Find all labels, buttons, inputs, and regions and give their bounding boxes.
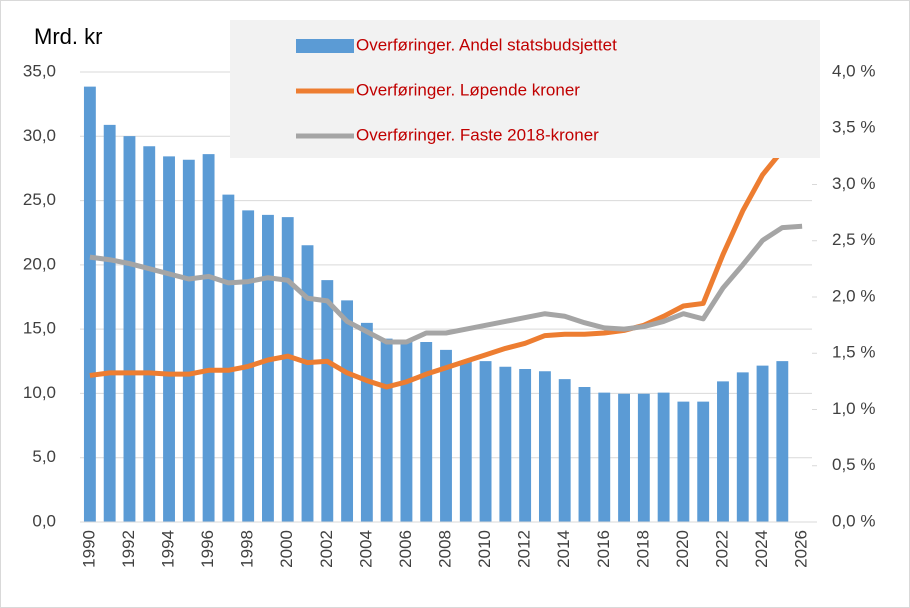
y-tick-label: 5,0 xyxy=(32,447,56,466)
y-tick-label: 10,0 xyxy=(23,383,56,402)
bar xyxy=(281,217,294,522)
bar xyxy=(736,372,749,522)
y-tick-label: 20,0 xyxy=(23,254,56,273)
bar xyxy=(301,245,314,522)
y-tick-label: 30,0 xyxy=(23,126,56,145)
bar xyxy=(538,371,551,522)
y2-tick-label: 4,0 % xyxy=(832,61,875,80)
bar xyxy=(400,342,413,522)
bar xyxy=(262,214,274,522)
y-tick-label: 15,0 xyxy=(23,319,56,338)
x-tick-label: 1996 xyxy=(198,530,217,568)
legend-label: Overføringer. Løpende kroner xyxy=(356,80,580,99)
bar xyxy=(637,393,650,522)
x-tick-label: 2014 xyxy=(554,530,573,568)
x-tick-label: 2002 xyxy=(317,530,336,568)
x-tick-label: 1990 xyxy=(79,530,98,568)
y2-tick-label: 0,0 % xyxy=(832,511,875,530)
legend-swatch xyxy=(296,39,354,53)
bar xyxy=(103,124,116,522)
bar xyxy=(578,387,591,522)
x-tick-label: 2012 xyxy=(515,530,534,568)
bar xyxy=(440,349,452,522)
legend-label: Overføringer. Faste 2018-kroner xyxy=(356,125,599,144)
x-tick-label: 2018 xyxy=(633,530,652,568)
x-tick-label: 2004 xyxy=(356,530,375,568)
y2-tick-label: 2,5 % xyxy=(832,230,875,249)
y-tick-label: 25,0 xyxy=(23,190,56,209)
y-tick-label: 35,0 xyxy=(23,61,56,80)
bar xyxy=(697,401,710,522)
line xyxy=(89,137,804,390)
x-tick-label: 1992 xyxy=(119,530,138,568)
bar xyxy=(420,342,433,522)
bar xyxy=(360,322,373,522)
bar xyxy=(459,361,472,522)
bar xyxy=(321,280,334,522)
bar xyxy=(499,366,512,522)
bar xyxy=(341,300,354,522)
y2-tick-label: 1,0 % xyxy=(832,399,875,418)
bar xyxy=(143,146,156,522)
bar xyxy=(123,136,136,522)
x-tick-label: 2006 xyxy=(396,530,415,568)
y2-tick-label: 3,0 % xyxy=(832,174,875,193)
bar xyxy=(479,361,492,522)
bar xyxy=(618,393,630,522)
x-tick-label: 1998 xyxy=(238,530,257,568)
y2-tick-label: 1,5 % xyxy=(832,343,875,362)
legend-label: Overføringer. Andel statsbudsjettet xyxy=(356,35,617,54)
x-tick-label: 2024 xyxy=(752,530,771,568)
bar xyxy=(519,369,532,522)
x-tick-label: 1994 xyxy=(159,530,178,568)
bar xyxy=(222,194,235,522)
bar xyxy=(163,156,175,522)
bar xyxy=(657,392,670,522)
y2-tick-label: 3,5 % xyxy=(832,118,875,137)
bar xyxy=(202,154,215,522)
x-tick-label: 2026 xyxy=(792,530,811,568)
x-tick-label: 2008 xyxy=(435,530,454,568)
x-tick-label: 2000 xyxy=(277,530,296,568)
x-tick-label: 2022 xyxy=(712,530,731,568)
line xyxy=(89,223,803,345)
bar xyxy=(558,379,571,522)
bar xyxy=(598,392,611,522)
bar xyxy=(83,86,96,522)
x-tick-label: 2010 xyxy=(475,530,494,568)
y-axis-label: Mrd. kr xyxy=(34,24,102,49)
x-tick-label: 2016 xyxy=(594,530,613,568)
bar xyxy=(677,401,690,522)
y2-tick-label: 0,5 % xyxy=(832,455,875,474)
bar xyxy=(776,361,789,522)
bar xyxy=(380,338,393,522)
y-tick-label: 0,0 xyxy=(32,511,56,530)
x-tick-label: 2020 xyxy=(673,530,692,568)
y2-tick-label: 2,0 % xyxy=(832,286,875,305)
bar xyxy=(182,159,195,522)
bar xyxy=(717,381,729,522)
bar xyxy=(756,365,769,522)
